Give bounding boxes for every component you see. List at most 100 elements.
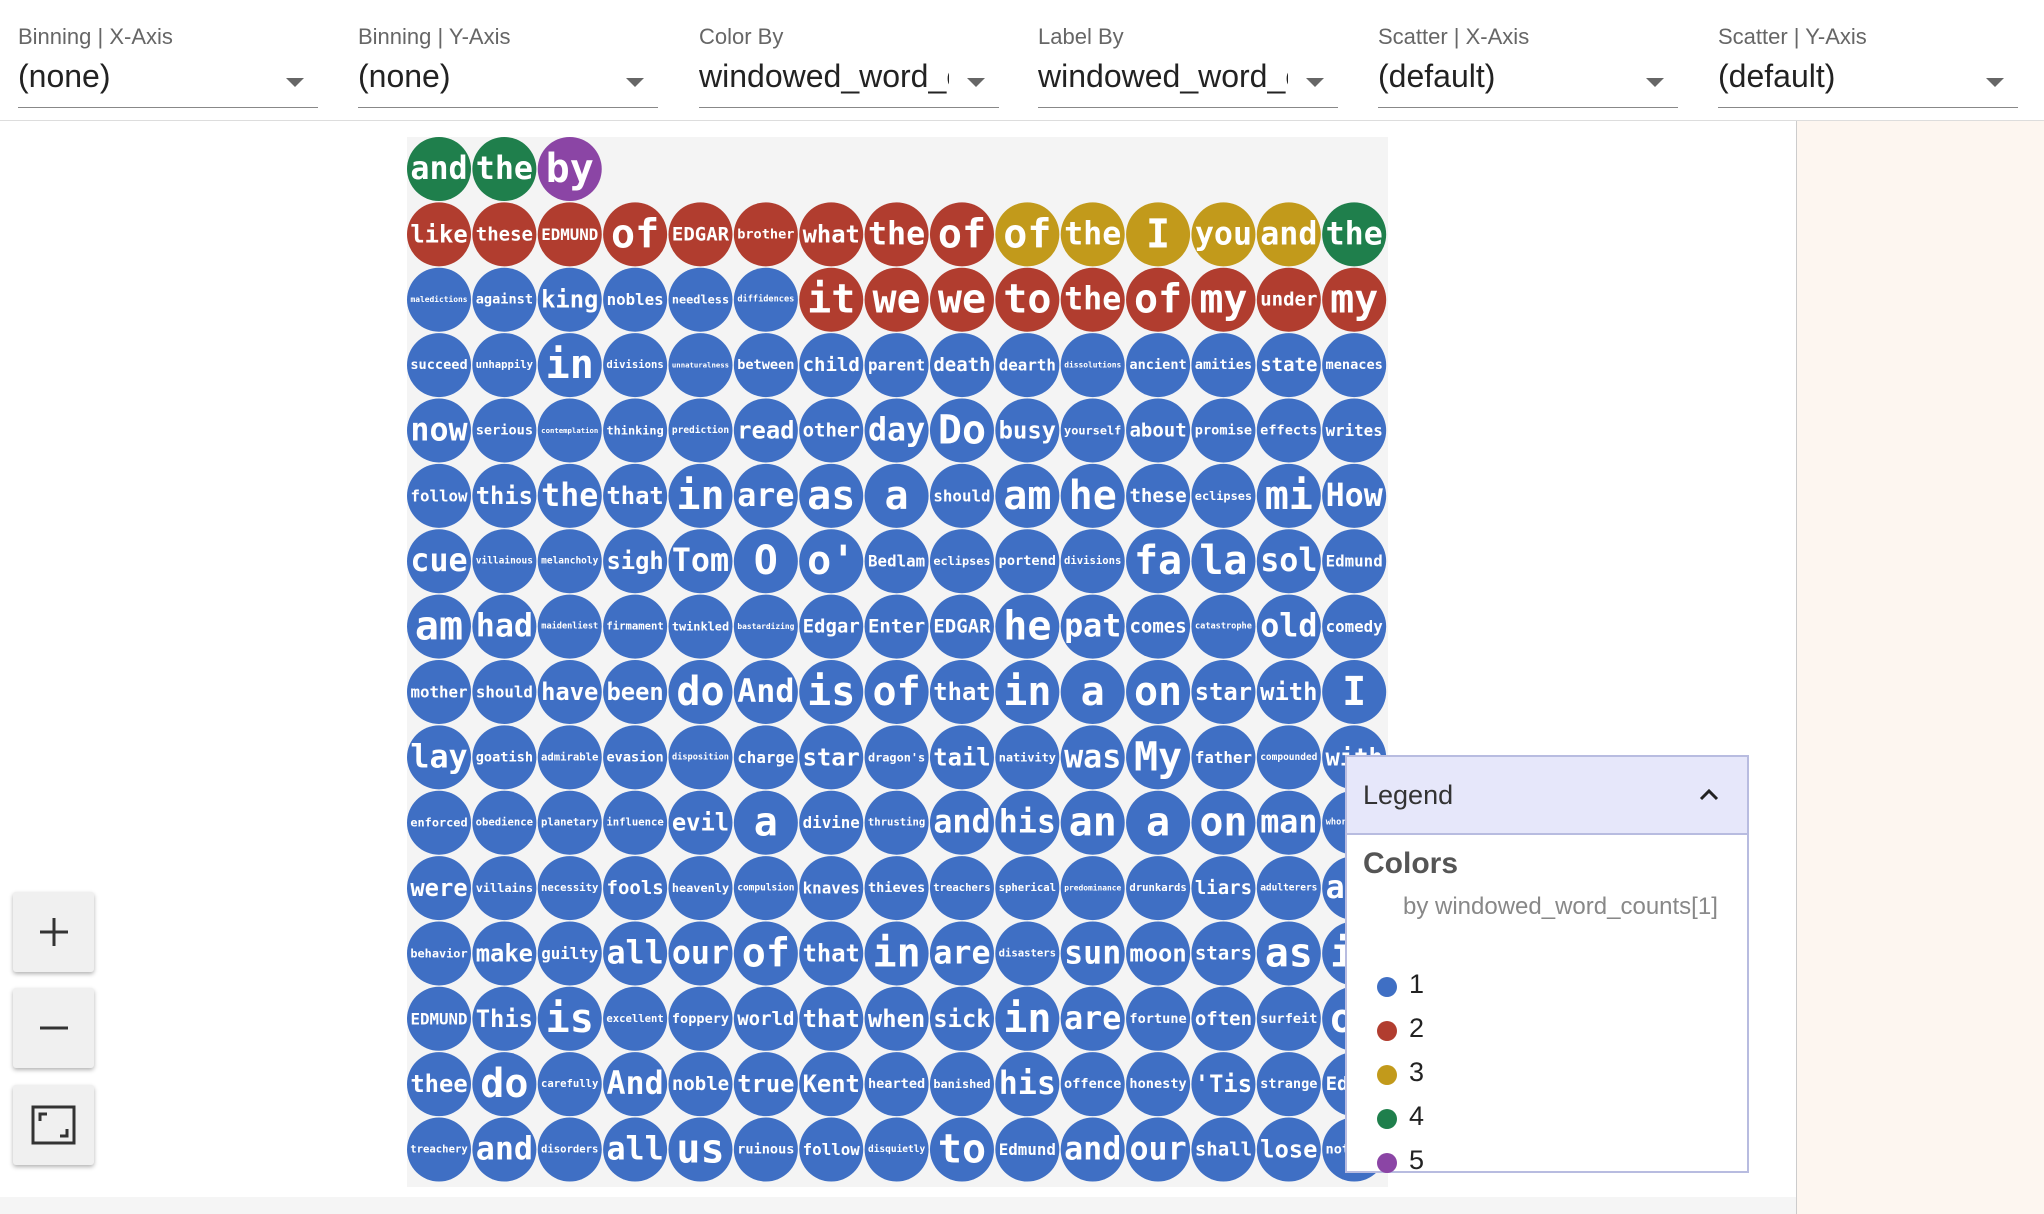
word-label: la xyxy=(1199,538,1247,584)
dropdown-label: Color By xyxy=(699,24,784,49)
word-label: our xyxy=(1129,1132,1186,1168)
word-dot xyxy=(1256,463,1321,528)
dropdown-underline xyxy=(1718,107,2018,108)
dropdown-arrow xyxy=(1986,78,2004,87)
word-label: unnaturalness xyxy=(672,361,729,370)
word-label: the xyxy=(541,478,598,514)
word-dot xyxy=(733,986,798,1051)
word-label: all xyxy=(606,935,663,971)
word-dot xyxy=(668,333,733,398)
word-dot xyxy=(929,202,994,267)
dropdown-label: Scatter | X-Axis xyxy=(1378,24,1530,49)
word-dot xyxy=(537,1052,602,1117)
word-dot xyxy=(864,398,929,463)
word-dot xyxy=(799,1052,864,1117)
word-label: have xyxy=(541,678,598,706)
word-label: as xyxy=(1265,930,1313,976)
word-label: maidenliest xyxy=(541,621,598,632)
dropdown[interactable]: Scatter | X-Axis (default) xyxy=(1378,0,1678,120)
word-dot xyxy=(864,202,929,267)
word-dot xyxy=(929,529,994,594)
word-label: is xyxy=(546,996,594,1042)
word-dot xyxy=(1191,398,1256,463)
word-dot xyxy=(1191,921,1256,986)
legend-header[interactable]: Legend xyxy=(1347,757,1747,835)
word-label: predominance xyxy=(1064,883,1121,893)
zoom-out-button[interactable] xyxy=(13,988,94,1068)
word-label: that xyxy=(803,1005,860,1033)
word-label: moon xyxy=(1129,939,1186,967)
dropdown[interactable]: Label By windowed_word_counts[1] xyxy=(1038,0,1338,120)
word-label: prediction xyxy=(672,425,729,436)
dropdown[interactable]: Binning | X-Axis (none) xyxy=(18,0,318,120)
word-label: twinkled xyxy=(672,620,729,634)
legend-section: Colors xyxy=(1363,847,1459,880)
word-label: now xyxy=(410,412,468,448)
word-dot xyxy=(1256,202,1321,267)
dropdown[interactable]: Binning | Y-Axis (none) xyxy=(358,0,658,120)
word-label: needless xyxy=(672,293,729,307)
word-dot xyxy=(472,1117,537,1182)
word-label: Edgar xyxy=(803,616,860,638)
word-label: disorders xyxy=(541,1144,598,1156)
word-dot xyxy=(799,463,864,528)
word-dot xyxy=(537,790,602,855)
word-dot xyxy=(995,986,1060,1051)
word-label: my xyxy=(1330,277,1378,323)
word-label: in xyxy=(873,930,921,976)
dropdown-arrow xyxy=(967,78,985,87)
word-label: true xyxy=(737,1070,794,1098)
word-dot xyxy=(1256,267,1321,332)
word-label: the xyxy=(1064,282,1121,318)
word-label: cue xyxy=(410,543,467,579)
word-label: Kent xyxy=(803,1070,860,1098)
word-label: This xyxy=(476,1005,533,1033)
word-label: I xyxy=(1342,669,1366,715)
dropdown-value: windowed_word_counts[1] xyxy=(699,58,949,94)
legend-label: 2 xyxy=(1409,1013,1425,1043)
word-dot xyxy=(733,529,798,594)
word-dot xyxy=(1256,398,1321,463)
word-dot xyxy=(1191,856,1256,921)
word-label: Bedlam xyxy=(868,552,925,571)
word-label: I xyxy=(1146,211,1170,257)
word-dot xyxy=(929,463,994,528)
word-dot xyxy=(1126,267,1191,332)
word-dot xyxy=(603,463,668,528)
word-dot xyxy=(995,921,1060,986)
word-dot xyxy=(668,202,733,267)
word-label: a xyxy=(885,473,909,519)
word-label: the xyxy=(868,216,925,252)
word-dot xyxy=(1256,529,1321,594)
word-label: evil xyxy=(672,809,729,837)
word-label: and xyxy=(1064,1132,1121,1168)
word-label: Do xyxy=(938,407,986,453)
word-label: in xyxy=(1003,996,1051,1042)
word-label: and xyxy=(476,1132,533,1168)
word-label: brother xyxy=(737,226,794,242)
word-dot xyxy=(995,529,1060,594)
word-label: all xyxy=(606,1132,663,1168)
word-dot xyxy=(1256,1052,1321,1117)
word-dot xyxy=(537,137,602,201)
dropdown[interactable]: Scatter | Y-Axis (default) xyxy=(1718,0,2018,120)
word-dot xyxy=(995,594,1060,659)
word-label: world xyxy=(737,1008,794,1030)
word-dot xyxy=(929,659,994,724)
dropdown-value: (none) xyxy=(18,58,111,94)
word-dot xyxy=(472,267,537,332)
word-dot xyxy=(864,790,929,855)
word-label: EDGAR xyxy=(933,616,991,638)
dropdown-arrow xyxy=(626,78,644,87)
word-label: of xyxy=(873,669,921,715)
word-dot xyxy=(733,921,798,986)
fit-button[interactable] xyxy=(13,1085,94,1165)
word-label: man xyxy=(1260,805,1317,841)
word-label: fa xyxy=(1134,538,1182,584)
word-label: mother xyxy=(410,682,467,701)
word-dot xyxy=(1126,529,1191,594)
dropdown[interactable]: Color By windowed_word_counts[1] xyxy=(699,0,999,120)
zoom-in-button[interactable] xyxy=(13,892,94,972)
word-dot xyxy=(995,725,1060,790)
